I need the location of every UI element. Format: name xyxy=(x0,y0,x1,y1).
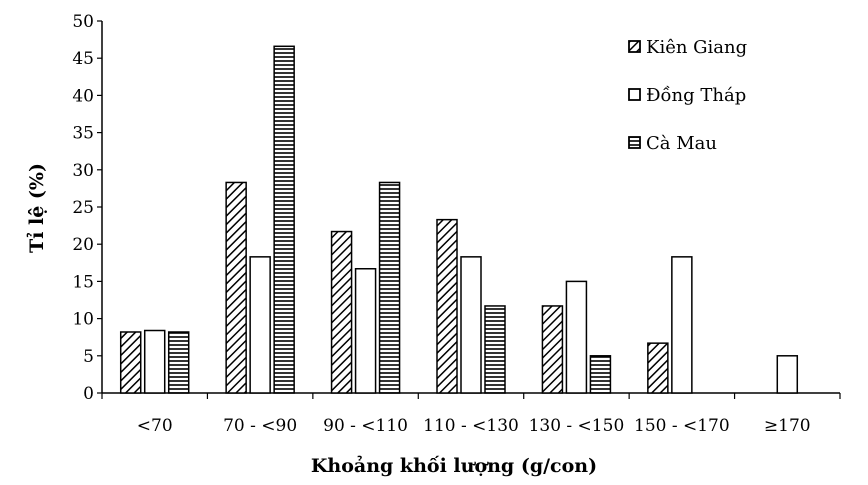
bar xyxy=(541,305,564,394)
x-tick-label: 150 - <170 xyxy=(634,416,730,436)
bar xyxy=(378,181,401,394)
bar xyxy=(354,268,377,394)
x-tick-label: ≥170 xyxy=(764,416,811,436)
bar xyxy=(460,256,482,394)
y-tick-label: 15 xyxy=(72,272,94,292)
bar xyxy=(167,331,190,394)
bar xyxy=(119,331,142,394)
y-tick-label: 0 xyxy=(83,384,94,404)
y-tick-label: 5 xyxy=(83,347,94,367)
legend-swatch xyxy=(628,136,641,149)
y-tick-label: 35 xyxy=(72,124,94,144)
y-tick-label: 20 xyxy=(72,235,94,255)
bar xyxy=(143,329,166,394)
bar xyxy=(484,305,506,394)
bar xyxy=(647,342,669,394)
y-axis-title: Tỉ lệ (%) xyxy=(26,163,48,253)
legend-label: Đồng Tháp xyxy=(646,85,746,106)
x-tick-label: 70 - <90 xyxy=(223,416,297,436)
y-tick-label: 25 xyxy=(72,198,94,218)
legend-label: Cà Mau xyxy=(646,133,717,154)
bar xyxy=(273,45,295,394)
y-ticks: 0 5 10 15 20 25 30 35 40 45 50 xyxy=(72,12,102,404)
y-tick-label: 50 xyxy=(72,12,94,32)
x-tick-label: 90 - <110 xyxy=(323,416,408,436)
x-tick-label: <70 xyxy=(137,416,173,436)
x-tick-label: 130 - <150 xyxy=(529,416,625,436)
bar xyxy=(776,355,799,394)
legend: Kiên Giang Đồng Tháp Cà Mau xyxy=(628,37,747,154)
bar xyxy=(565,280,588,394)
bar xyxy=(249,256,271,394)
y-tick-label: 30 xyxy=(72,161,94,181)
y-axis-title-text: Tỉ lệ (%) xyxy=(26,163,48,253)
y-tick-label: 45 xyxy=(72,49,94,69)
y-tick-label: 40 xyxy=(72,86,94,106)
legend-label: Kiên Giang xyxy=(646,37,747,58)
bars xyxy=(119,45,799,394)
x-tick-label: 110 - <130 xyxy=(423,416,519,436)
x-axis-title: Khoảng khối lượng (g/con) xyxy=(311,455,597,477)
x-ticks: <70 70 - <90 90 - <110 110 - <130 130 - <150… xyxy=(101,393,841,436)
y-tick-label: 10 xyxy=(72,310,94,330)
legend-swatch xyxy=(628,88,641,101)
bar xyxy=(671,256,693,394)
bar xyxy=(589,355,612,394)
bar xyxy=(436,218,458,394)
legend-swatch xyxy=(628,40,641,53)
bar xyxy=(225,181,247,394)
bar xyxy=(330,230,353,394)
